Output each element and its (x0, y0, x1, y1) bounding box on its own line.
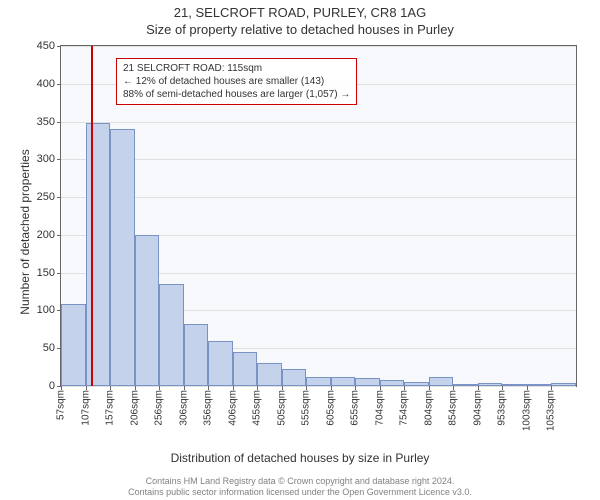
x-axis-label: Distribution of detached houses by size … (0, 451, 600, 465)
xtick-label: 57sqm (56, 390, 67, 420)
ytick-mark (57, 235, 61, 236)
ytick-label: 350 (37, 116, 55, 128)
annotation-line-3: 88% of semi-detached houses are larger (… (123, 88, 350, 101)
gridline (61, 46, 576, 47)
gridline (61, 159, 576, 160)
gridline (61, 386, 576, 387)
xtick-label: 953sqm (497, 390, 508, 426)
bar (331, 377, 356, 386)
ytick-label: 50 (43, 342, 55, 354)
xtick-label: 1053sqm (546, 390, 557, 431)
ytick-label: 250 (37, 191, 55, 203)
bar (233, 352, 258, 386)
ytick-label: 300 (37, 153, 55, 165)
bar (184, 324, 209, 386)
bar (502, 384, 527, 386)
bar (208, 341, 233, 386)
ytick-label: 100 (37, 304, 55, 316)
xtick-label: 256sqm (154, 390, 165, 426)
xtick-label: 555sqm (301, 390, 312, 426)
bar (306, 377, 331, 386)
annotation-line-1: 21 SELCROFT ROAD: 115sqm (123, 62, 350, 75)
xtick-label: 306sqm (178, 390, 189, 426)
xtick-label: 854sqm (448, 390, 459, 426)
xtick-label: 455sqm (252, 390, 263, 426)
plot-area: 05010015020025030035040045057sqm107sqm15… (60, 45, 577, 387)
ytick-mark (57, 46, 61, 47)
marker-line (91, 46, 93, 386)
ytick-label: 150 (37, 267, 55, 279)
footer-attribution: Contains HM Land Registry data © Crown c… (0, 476, 600, 498)
ytick-label: 200 (37, 229, 55, 241)
chart-title-2: Size of property relative to detached ho… (0, 22, 600, 37)
ytick-mark (57, 273, 61, 274)
gridline (61, 197, 576, 198)
bar (257, 363, 282, 386)
bar (110, 129, 135, 386)
xtick-label: 655sqm (350, 390, 361, 426)
annotation-line-2: ← 12% of detached houses are smaller (14… (123, 75, 350, 88)
xtick-label: 704sqm (374, 390, 385, 426)
ytick-mark (57, 159, 61, 160)
xtick-label: 1003sqm (521, 390, 532, 431)
xtick-label: 505sqm (276, 390, 287, 426)
bar (527, 384, 552, 386)
xtick-label: 605sqm (325, 390, 336, 426)
xtick-label: 107sqm (80, 390, 91, 426)
bar (551, 383, 576, 386)
bar (429, 377, 454, 386)
ytick-mark (57, 197, 61, 198)
xtick-label: 206sqm (129, 390, 140, 426)
ytick-label: 450 (37, 40, 55, 52)
xtick-label: 406sqm (227, 390, 238, 426)
bar (86, 123, 111, 386)
bar (135, 235, 160, 386)
bar (404, 382, 429, 386)
xtick-label: 754sqm (399, 390, 410, 426)
footer-line-1: Contains HM Land Registry data © Crown c… (0, 476, 600, 487)
bar (282, 369, 307, 386)
gridline (61, 122, 576, 123)
bar (159, 284, 184, 386)
chart-container: 21, SELCROFT ROAD, PURLEY, CR8 1AG Size … (0, 0, 600, 500)
y-axis-label: Number of detached properties (18, 132, 32, 332)
footer-line-2: Contains public sector information licen… (0, 487, 600, 498)
ytick-label: 0 (49, 380, 55, 392)
xtick-label: 356sqm (203, 390, 214, 426)
xtick-label: 804sqm (423, 390, 434, 426)
chart-title-1: 21, SELCROFT ROAD, PURLEY, CR8 1AG (0, 5, 600, 20)
bar (453, 384, 478, 386)
ytick-label: 400 (37, 78, 55, 90)
bar (355, 378, 380, 386)
bar (478, 383, 503, 386)
bar (61, 304, 86, 386)
xtick-label: 904sqm (472, 390, 483, 426)
ytick-mark (57, 84, 61, 85)
annotation-box: 21 SELCROFT ROAD: 115sqm ← 12% of detach… (116, 58, 357, 105)
ytick-mark (57, 122, 61, 123)
xtick-label: 157sqm (105, 390, 116, 426)
bar (380, 380, 405, 386)
